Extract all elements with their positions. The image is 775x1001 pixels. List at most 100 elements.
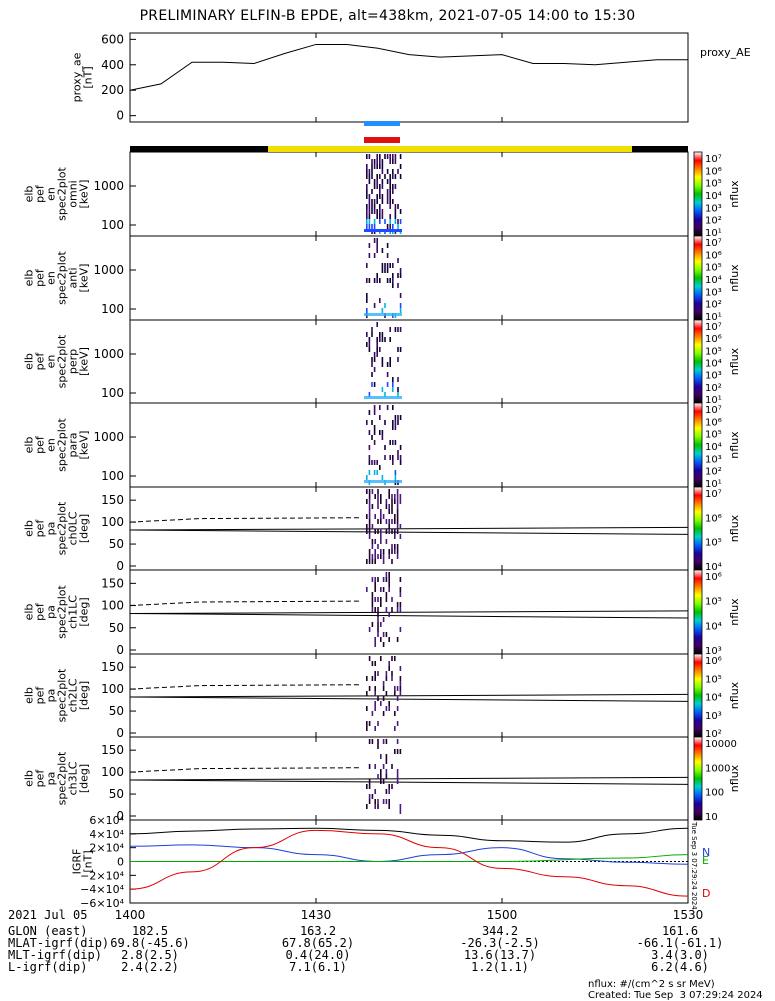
spectrogram-pixel — [377, 544, 379, 549]
spectrogram-pixel — [385, 539, 388, 544]
ephem-value: 13.6(13.7) — [463, 948, 537, 962]
ylabel-line: elb — [23, 770, 36, 787]
ylabel-line: elb — [23, 353, 36, 370]
spectrogram-pixel — [397, 450, 399, 455]
spectrogram-pixel — [368, 154, 371, 159]
spectrogram-pixel — [381, 169, 384, 174]
spectrogram-pixel — [373, 430, 376, 435]
ylabel-line: [deg] — [78, 597, 91, 626]
spectrogram-pixel — [392, 420, 394, 425]
y-tick-label: 1000 — [93, 179, 124, 193]
spectrogram-pixel — [394, 420, 397, 425]
spectrogram-pixel — [396, 774, 399, 779]
spectrogram-pixel — [391, 676, 393, 681]
colorbar-tick-label: 10³ — [705, 454, 722, 465]
spectrogram-pixel — [371, 420, 373, 425]
spectrogram-pixel — [381, 435, 384, 440]
spectrogram-pixel — [371, 794, 374, 799]
spectrogram-pixel — [371, 622, 374, 627]
spectrogram-pixel — [394, 209, 397, 214]
spectrogram-pixel — [371, 357, 373, 362]
colorbar-tick-label: 10⁴ — [705, 191, 722, 202]
spectrogram-pixel — [396, 489, 399, 494]
ylabel-line: elb — [23, 437, 36, 454]
spectrogram-pixel — [368, 194, 371, 199]
spectrogram-pixel — [386, 189, 389, 194]
spectrogram-pixel — [374, 804, 376, 809]
spectrogram-pixel — [399, 534, 402, 539]
spectrogram-pixel — [376, 194, 378, 199]
y-tick-label: 50 — [109, 621, 124, 635]
spectrogram-pixel — [396, 499, 399, 504]
spectrogram-pixel — [386, 382, 389, 387]
ylabel-line: en — [45, 438, 58, 452]
spectrogram-pixel — [366, 224, 368, 229]
spectrogram-pixel — [396, 524, 399, 529]
spectrogram-pixel — [373, 303, 376, 308]
y-tick-label: 600 — [101, 32, 124, 46]
spectrogram-pixel — [399, 347, 402, 352]
y-tick-label: 100 — [101, 515, 124, 529]
spectrogram-pixel — [371, 597, 374, 602]
spectrogram-pixel — [399, 666, 402, 671]
spectrogram-pixel — [384, 337, 386, 342]
spectrogram-pixel — [380, 774, 382, 779]
spectrogram-pixel — [371, 577, 374, 582]
spectrogram-pixel — [368, 337, 371, 342]
y-tick-label: 100 — [101, 765, 124, 779]
spectrogram-pixel — [388, 519, 390, 524]
colorbar-tick-label: 10¹ — [705, 228, 722, 239]
spectrogram-pixel — [399, 164, 402, 169]
spectrogram-pixel — [394, 749, 396, 754]
colorbar-tick-label: 10³ — [705, 371, 722, 382]
ylabel-line: anti — [67, 267, 80, 288]
spectrogram-pixel — [385, 769, 388, 774]
night-bar — [632, 146, 688, 152]
ephem-value: 6.2(4.6) — [651, 960, 709, 974]
spectrogram-pixel — [380, 622, 382, 627]
x-tick-label: 1430 — [301, 908, 332, 922]
colorbar — [693, 319, 703, 404]
spectrogram-pixel — [379, 159, 381, 164]
spectrogram-pixel — [391, 671, 393, 676]
spectrogram-pixel — [374, 671, 376, 676]
spectrogram-pixel — [389, 440, 391, 445]
spectrogram-pixel — [399, 499, 402, 504]
spectrogram-pixel — [373, 224, 376, 229]
figure-title: PRELIMINARY ELFIN-B EPDE, alt=438km, 202… — [139, 8, 636, 24]
spectrogram-pixel — [382, 549, 385, 554]
spectrogram-pixel — [377, 774, 379, 779]
spectrogram-pixel — [377, 597, 379, 602]
spectrogram-pixel — [371, 435, 373, 440]
spectrogram-pixel — [396, 504, 399, 509]
spectrogram-pixel — [389, 224, 391, 229]
spectrogram-pixel — [386, 278, 389, 283]
spectrogram-pixel — [396, 686, 399, 691]
colorbar-tick-label: 10⁴ — [705, 621, 722, 632]
spectrogram-pixel — [366, 559, 368, 564]
spectrogram-pixel — [377, 529, 379, 534]
spectrogram-pixel — [399, 577, 402, 582]
ylabel-line: pa — [45, 522, 58, 536]
spectrogram-pixel — [379, 154, 381, 159]
spectrogram-pixel — [388, 706, 390, 711]
spectrogram-pixel — [384, 445, 386, 450]
ylabel-line: spec2plot — [56, 585, 69, 639]
colorbar — [693, 569, 703, 655]
spectrogram-pixel — [376, 337, 378, 342]
y-tick-label: 0 — [116, 809, 124, 823]
spectrogram-pixel — [399, 268, 402, 273]
spectrogram-pixel — [382, 739, 385, 744]
spectrogram-pixel — [368, 524, 371, 529]
spectrogram-pixel — [399, 627, 402, 632]
night-bar — [130, 146, 268, 152]
ylabel-line: pa — [45, 689, 58, 703]
panel-frame-anti — [129, 235, 689, 321]
spectrogram-pixel — [388, 789, 390, 794]
spectrogram-pixel — [379, 219, 381, 224]
spectrogram-pixel — [394, 470, 397, 475]
spectrogram-pixel — [385, 577, 388, 582]
